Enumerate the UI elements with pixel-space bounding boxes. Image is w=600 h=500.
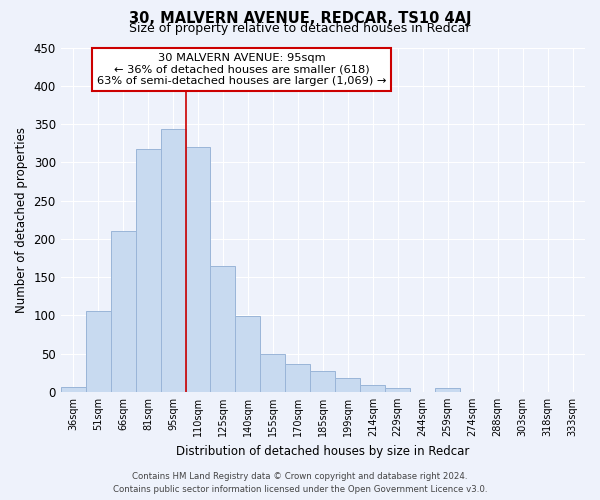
Bar [310,372,335,392]
Bar [161,130,185,392]
Bar [110,231,136,392]
Bar [185,147,211,392]
Bar [260,354,286,392]
Bar [335,378,360,392]
Text: 30, MALVERN AVENUE, REDCAR, TS10 4AJ: 30, MALVERN AVENUE, REDCAR, TS10 4AJ [129,11,471,26]
X-axis label: Distribution of detached houses by size in Redcar: Distribution of detached houses by size … [176,444,470,458]
Bar [385,388,410,392]
Bar [211,266,235,392]
Y-axis label: Number of detached properties: Number of detached properties [15,126,28,312]
Bar [435,388,460,392]
Bar [360,385,385,392]
Bar [136,150,161,392]
Text: Contains HM Land Registry data © Crown copyright and database right 2024.
Contai: Contains HM Land Registry data © Crown c… [113,472,487,494]
Bar [86,311,110,392]
Bar [286,364,310,392]
Text: 30 MALVERN AVENUE: 95sqm
← 36% of detached houses are smaller (618)
63% of semi-: 30 MALVERN AVENUE: 95sqm ← 36% of detach… [97,52,386,86]
Text: Size of property relative to detached houses in Redcar: Size of property relative to detached ho… [129,22,471,35]
Bar [61,386,86,392]
Bar [235,316,260,392]
